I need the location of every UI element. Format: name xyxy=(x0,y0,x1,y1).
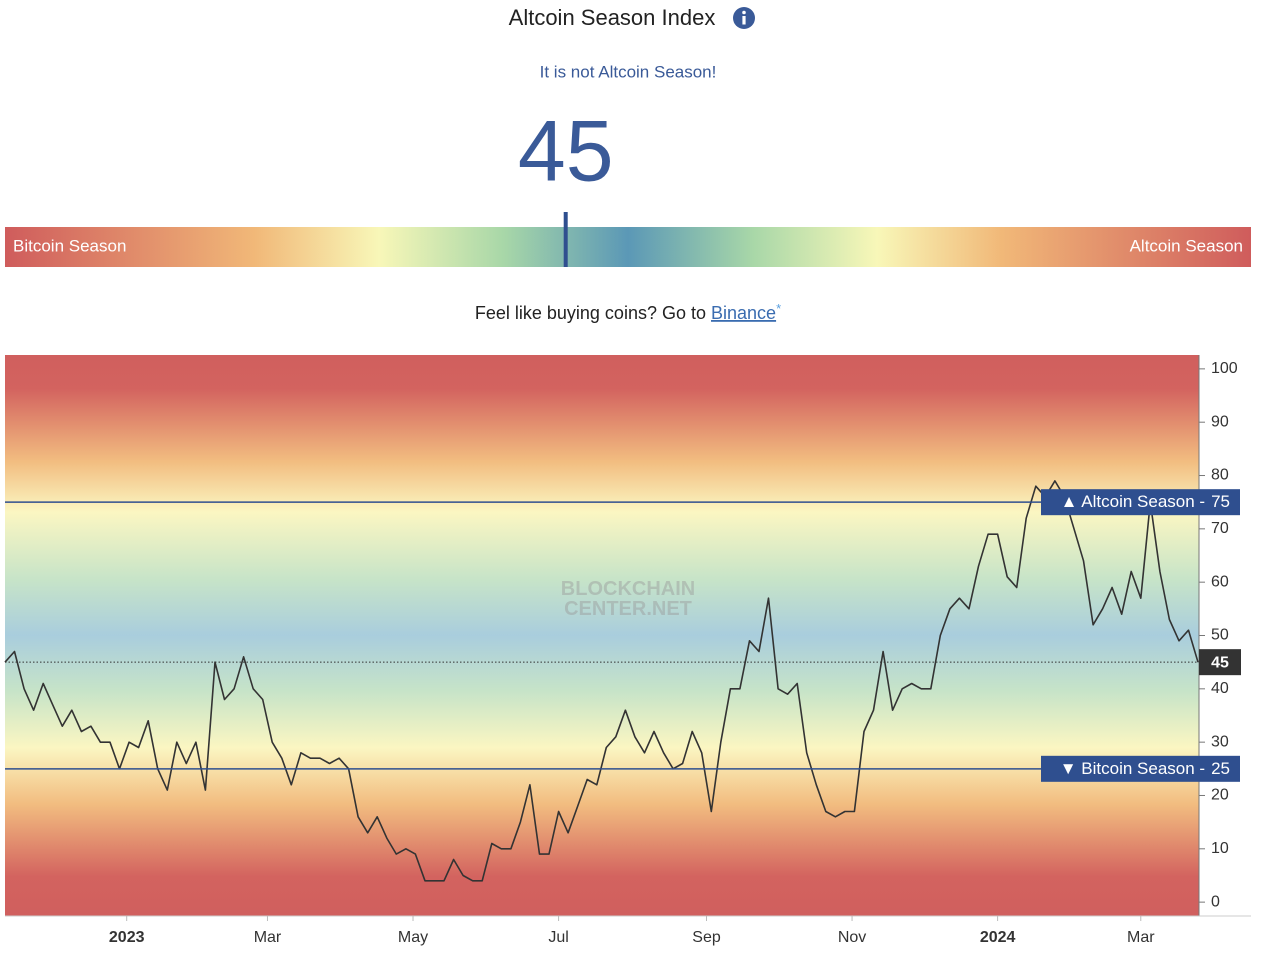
chart-background xyxy=(5,355,1199,916)
x-tick-label: Nov xyxy=(838,929,866,946)
x-tick-label: May xyxy=(398,929,428,946)
y-tick-label: 20 xyxy=(1211,787,1229,804)
y-tick-label: 50 xyxy=(1211,627,1229,644)
asterisk: * xyxy=(776,301,781,316)
y-tick-label: 30 xyxy=(1211,733,1229,750)
threshold-value: 25 xyxy=(1211,759,1230,778)
y-tick-label: 80 xyxy=(1211,467,1229,484)
x-tick-label: Mar xyxy=(254,929,282,946)
watermark-line: CENTER.NET xyxy=(564,598,692,620)
threshold-value: 75 xyxy=(1211,493,1230,512)
promo-label: Feel like buying coins? Go to xyxy=(475,303,706,323)
x-tick-label: Sep xyxy=(692,929,721,946)
threshold-box xyxy=(1041,755,1240,782)
threshold-label: ▼ Bitcoin Season - 25 xyxy=(1060,759,1230,778)
x-tick-label: 2024 xyxy=(980,929,1016,946)
x-tick-label: Mar xyxy=(1127,929,1155,946)
y-tick-label: 70 xyxy=(1211,520,1229,537)
y-tick-label: 40 xyxy=(1211,680,1229,697)
gauge-bar xyxy=(5,227,1251,267)
info-icon[interactable] xyxy=(733,7,755,29)
y-tick-label: 10 xyxy=(1211,840,1229,857)
binance-link[interactable]: Binance xyxy=(711,303,776,323)
gauge-left-label: Bitcoin Season xyxy=(13,236,126,255)
page-title: Altcoin Season Index xyxy=(509,5,716,30)
threshold-box xyxy=(1041,489,1240,516)
y-tick-label: 100 xyxy=(1211,360,1238,377)
status-text: It is not Altcoin Season! xyxy=(540,62,717,81)
promo-text: Feel like buying coins? Go to Binance* xyxy=(475,301,781,322)
x-axis-band xyxy=(5,916,1251,954)
watermark: BLOCKCHAIN CENTER.NET xyxy=(561,578,695,620)
threshold-name: ▲ Altcoin Season - xyxy=(1061,493,1205,512)
gauge-marker xyxy=(563,212,568,267)
x-tick-label: Jul xyxy=(548,929,568,946)
current-value-label: 45 xyxy=(1211,654,1229,671)
index-line xyxy=(4,480,1199,882)
y-tick-label: 0 xyxy=(1211,893,1220,910)
watermark-line: BLOCKCHAIN xyxy=(561,578,695,600)
y-tick-label: 90 xyxy=(1211,413,1229,430)
current-value-box xyxy=(1199,649,1241,676)
gauge-right-label: Altcoin Season xyxy=(1130,236,1243,255)
index-value: 45 xyxy=(518,104,614,200)
x-tick-label: 2023 xyxy=(109,929,145,946)
y-tick-label: 60 xyxy=(1211,573,1229,590)
threshold-label: ▲ Altcoin Season - 75 xyxy=(1061,493,1230,512)
threshold-name: ▼ Bitcoin Season - xyxy=(1060,759,1205,778)
